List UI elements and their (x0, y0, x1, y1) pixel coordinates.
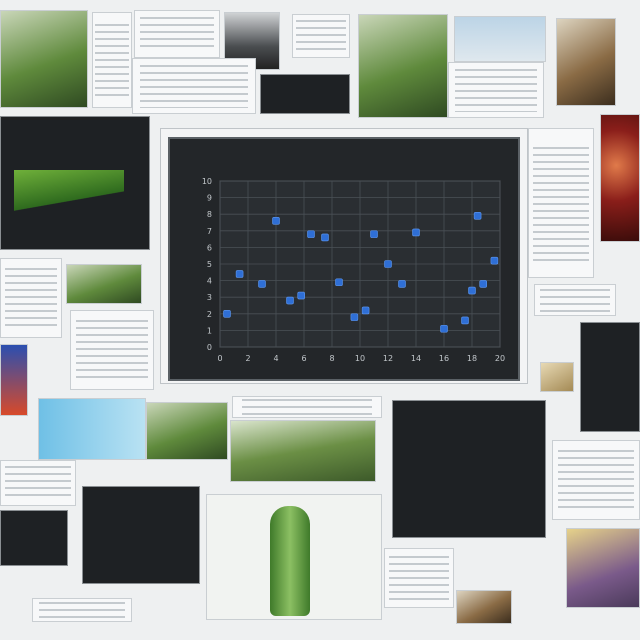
y-tick-label: 1 (207, 326, 212, 335)
thumbnail-specimen (456, 590, 512, 624)
data-point (361, 306, 370, 315)
y-tick-label: 8 (207, 210, 212, 219)
data-point (307, 230, 315, 238)
thumbnail-field-site (566, 528, 640, 608)
y-tick-label: 9 (207, 194, 212, 203)
x-tick-label: 12 (383, 354, 393, 363)
data-point (321, 233, 329, 242)
thumbnail-data-sheet (448, 62, 544, 118)
thumbnail-spec-sheet (534, 284, 616, 316)
thumbnail-vegetation (66, 264, 142, 304)
thumbnail-terrain-map (358, 14, 448, 118)
x-tick-label: 2 (245, 354, 250, 363)
x-tick-label: 16 (439, 354, 449, 363)
data-point (350, 313, 359, 321)
thumbnail-caption-strip (32, 598, 132, 622)
data-point (272, 217, 280, 225)
thumbnail-field-photo (230, 420, 376, 482)
data-point (223, 310, 231, 318)
thumbnail-table (292, 14, 350, 58)
data-point (370, 230, 378, 238)
x-tick-label: 4 (273, 354, 278, 363)
thumbnail-report-page (454, 16, 546, 62)
thumbnail-report-column (528, 128, 594, 278)
thumbnail-diagram (132, 58, 256, 114)
thumbnail-form (0, 258, 62, 338)
y-tick-label: 7 (207, 227, 212, 236)
data-point (335, 278, 343, 287)
data-point (490, 256, 499, 265)
thumbnail-document (92, 12, 132, 108)
data-point (398, 280, 406, 288)
x-tick-label: 0 (217, 354, 222, 363)
y-tick-label: 6 (207, 243, 212, 252)
x-tick-label: 20 (495, 354, 505, 363)
y-tick-label: 3 (207, 293, 212, 302)
y-tick-label: 10 (202, 177, 212, 186)
data-point (468, 286, 476, 295)
thumbnail-instrument (260, 74, 350, 114)
x-tick-label: 8 (329, 354, 334, 363)
thumbnail-plant-stem (270, 506, 310, 616)
thumbnail-fruit-photo (600, 114, 640, 242)
thumbnail-landscape (146, 402, 228, 460)
thumbnail-text-block (552, 440, 640, 520)
scatter-chart: 0 1 2 3 4 5 6 7 8 9 10 0 2 4 6 8 10 12 14 16 18 20 (168, 137, 520, 381)
data-point (479, 280, 488, 288)
data-point (473, 212, 482, 220)
x-tick-label: 6 (301, 354, 306, 363)
thumbnail-green-bars (0, 510, 68, 566)
thumbnail-rock-photo (556, 18, 616, 106)
x-tick-label: 14 (411, 354, 421, 363)
thumbnail-topographic-map (0, 10, 88, 108)
x-tick-label: 18 (467, 354, 477, 363)
y-tick-label: 2 (207, 310, 212, 319)
thumbnail-chart-small (70, 310, 154, 390)
x-tick-label: 10 (355, 354, 365, 363)
data-point (440, 324, 448, 333)
thumbnail-green-plot (580, 322, 640, 432)
y-tick-label: 5 (207, 260, 212, 269)
y-tick-label: 4 (207, 277, 212, 286)
data-point (286, 296, 294, 305)
thumbnail-sample-photo (540, 362, 574, 392)
thumbnail-blue-banner (38, 398, 146, 460)
thumbnail-table-wide (0, 460, 76, 506)
thumbnail-document-bottom (384, 548, 454, 608)
data-point (235, 270, 244, 278)
thumbnail-trend-chart (82, 486, 200, 584)
y-tick-label: 0 (207, 343, 212, 352)
thumbnail-surface-plot-inner (14, 170, 124, 218)
thumbnail-bar-chart (134, 10, 220, 58)
thumbnail-line-chart (392, 400, 546, 538)
data-point (384, 260, 392, 268)
thumbnail-page-strip (232, 396, 382, 418)
data-point (412, 228, 420, 237)
data-point (461, 316, 469, 325)
thumbnail-heatmap (0, 344, 28, 416)
data-point (297, 291, 305, 300)
data-point (258, 280, 266, 288)
